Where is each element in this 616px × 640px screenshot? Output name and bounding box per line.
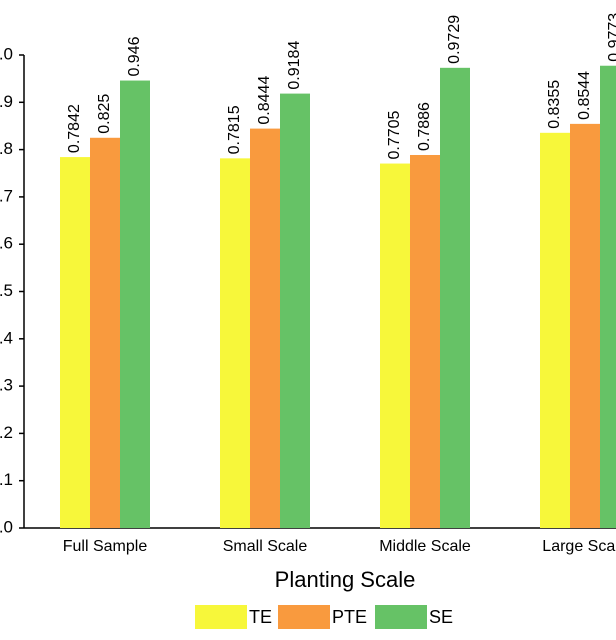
value-label: 0.7815 [226,105,243,154]
value-label: 0.7886 [416,102,433,151]
bar [90,137,120,528]
x-tick-label: Small Scale [223,538,308,555]
x-tick-label: Full Sample [63,538,148,555]
legend-label: TE [249,607,272,627]
value-label: 0.9184 [286,41,303,90]
x-axis-title: Planting Scale [275,567,416,592]
y-tick-label: 0.0 [0,517,13,536]
bar [250,128,280,528]
legend-swatch [375,605,427,629]
bar [380,163,410,528]
legend-label: PTE [332,607,367,627]
y-tick-label: 0.8 [0,139,13,158]
bar [60,157,90,528]
legend-swatch [278,605,330,629]
value-label: 0.7705 [386,111,403,160]
y-tick-label: 0.7 [0,186,13,205]
y-tick-label: 0.9 [0,92,13,111]
value-label: 0.946 [126,36,143,76]
y-tick-label: 0.2 [0,423,13,442]
y-tick-label: 0.1 [0,470,13,489]
bar [410,154,440,529]
y-tick-label: 0.4 [0,328,13,347]
bar [540,132,570,528]
legend-label: SE [429,607,453,627]
bar [220,158,250,528]
legend-swatch [195,605,247,629]
value-label: 0.7842 [66,104,83,153]
x-tick-label: Middle Scale [379,538,471,555]
x-tick-label: Large Scale [542,538,616,555]
value-label: 0.825 [96,94,113,134]
y-tick-label: 1.0 [0,44,13,63]
bar [280,93,310,528]
value-label: 0.8355 [546,80,563,129]
bar [600,65,616,529]
value-label: 0.8444 [256,76,273,125]
value-label: 0.9729 [446,15,463,64]
y-tick-label: 0.5 [0,281,13,300]
value-label: 0.9773 [606,13,616,62]
value-label: 0.8544 [576,71,593,120]
bar [120,80,150,529]
y-tick-label: 0.3 [0,376,13,395]
y-tick-label: 0.6 [0,234,13,253]
bar [440,67,470,528]
bar [570,123,600,528]
